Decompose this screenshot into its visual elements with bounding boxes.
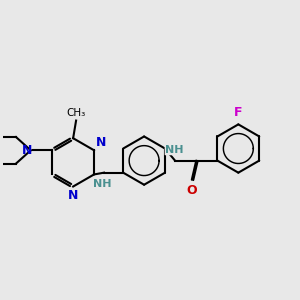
Text: N: N bbox=[68, 190, 78, 202]
Text: CH₃: CH₃ bbox=[67, 108, 86, 118]
Text: N: N bbox=[95, 136, 106, 149]
Text: O: O bbox=[187, 184, 197, 197]
Text: NH: NH bbox=[165, 145, 184, 155]
Text: NH: NH bbox=[93, 179, 112, 189]
Text: F: F bbox=[234, 106, 243, 119]
Text: N: N bbox=[22, 144, 32, 157]
